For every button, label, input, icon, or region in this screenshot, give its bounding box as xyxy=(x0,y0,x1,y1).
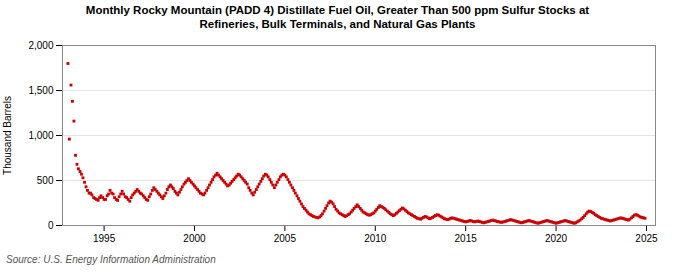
html-text:Monthly Rocky Mountain (PADD 4: Monthly Rocky Mountain (PADD 4) Distilla… xyxy=(85,4,590,30)
svg-text:2010: 2010 xyxy=(364,233,387,244)
svg-text:2005: 2005 xyxy=(274,233,297,244)
html-text:Source: U.S. Energy Informatio: Source: U.S. Energy Information Administ… xyxy=(6,254,216,265)
svg-text:2020: 2020 xyxy=(545,233,568,244)
svg-text:2025: 2025 xyxy=(635,233,658,244)
svg-text:500: 500 xyxy=(37,175,54,186)
svg-text:2000: 2000 xyxy=(183,233,206,244)
svg-text:1,500: 1,500 xyxy=(28,85,53,96)
svg-text:1995: 1995 xyxy=(93,233,116,244)
svg-text:2,000: 2,000 xyxy=(28,40,53,51)
svg-text:1,000: 1,000 xyxy=(28,130,53,141)
svg-text:0: 0 xyxy=(48,220,54,231)
svg-text:Thousand Barrels: Thousand Barrels xyxy=(2,96,13,175)
svg-text:2015: 2015 xyxy=(455,233,478,244)
